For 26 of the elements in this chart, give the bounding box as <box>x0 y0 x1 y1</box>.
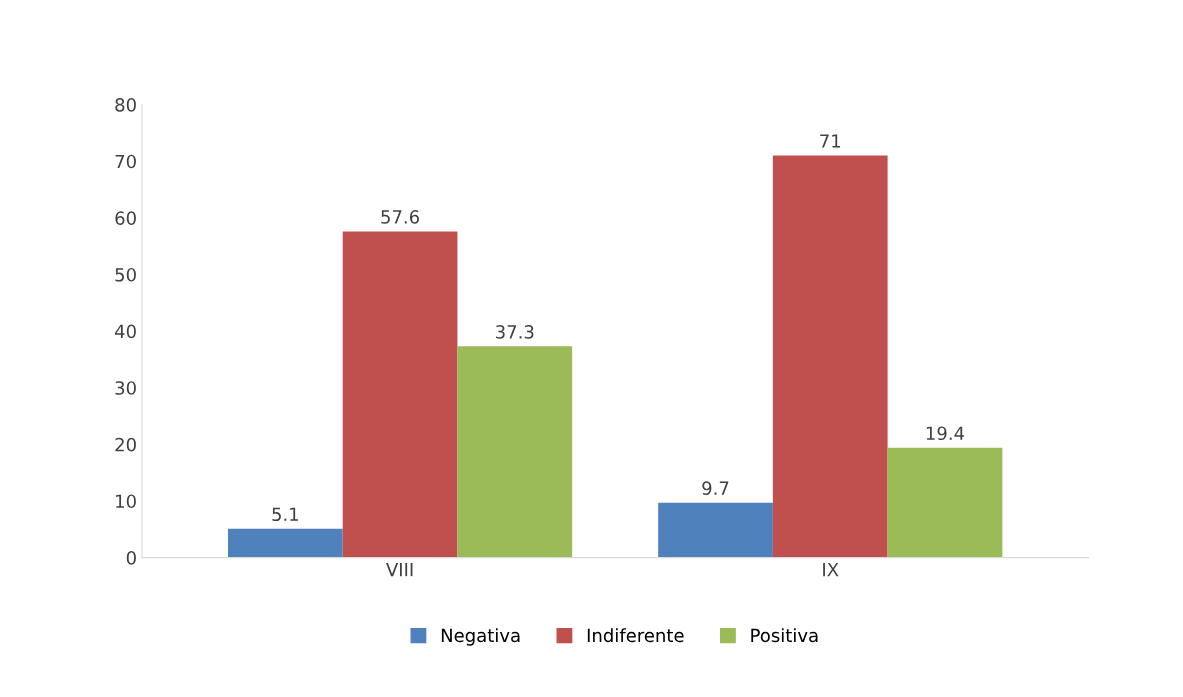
y-tick-label: 0 <box>126 551 136 565</box>
x-tick-label: IX <box>823 563 839 577</box>
bar <box>772 155 888 558</box>
bar <box>457 346 573 558</box>
bar <box>887 447 1003 558</box>
data-label: 5.1 <box>272 507 299 522</box>
y-tick-label: 70 <box>115 154 136 169</box>
y-tick-label: 30 <box>115 381 136 395</box>
y-tick-label: 20 <box>115 437 136 452</box>
y-tick-label: 10 <box>116 494 136 509</box>
bar <box>658 502 773 558</box>
y-tick-label: 60 <box>115 211 136 225</box>
y-tick-label: 80 <box>115 98 136 112</box>
y-tick-label: 50 <box>115 267 136 282</box>
bar <box>342 231 458 558</box>
data-label: 37.3 <box>496 325 534 339</box>
y-tick-label: 40 <box>115 324 136 339</box>
data-label: 9.7 <box>702 481 729 495</box>
data-label: 19.4 <box>926 426 965 441</box>
legend-label: Positiva <box>751 628 818 643</box>
data-label: 57.6 <box>381 210 420 224</box>
x-tick-label: VIII <box>386 563 413 577</box>
data-label: 71 <box>820 134 841 148</box>
legend-label: Indiferente <box>587 628 684 643</box>
bar <box>228 528 343 558</box>
legend-label: Negativa <box>441 628 520 646</box>
